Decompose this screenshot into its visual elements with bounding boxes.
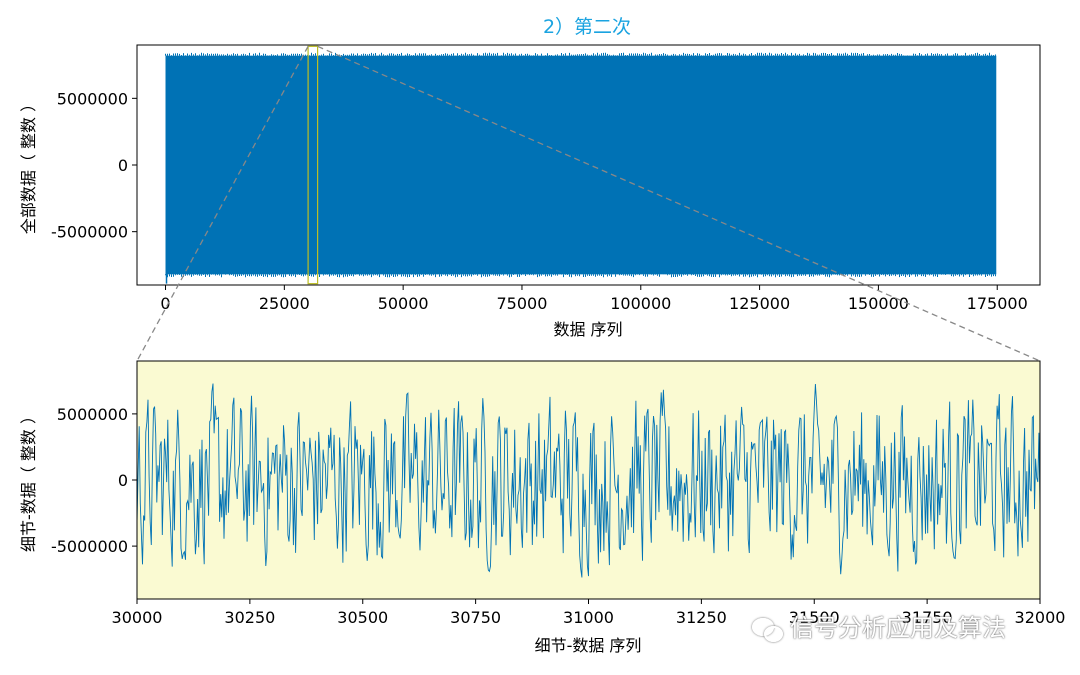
bottom-x-tick-label: 30250	[224, 608, 275, 627]
wechat-icon	[752, 616, 786, 642]
bottom-axes: 30000 30250 30500 30750 31000 31250 31500 31750…	[19, 360, 1066, 655]
top-x-tick-label: 75000	[497, 294, 548, 313]
bottom-x-tick-label: 30500	[337, 608, 388, 627]
figure-title: 2）第二次	[543, 16, 631, 38]
top-x-tick-label: 175000	[967, 294, 1028, 313]
top-x-axis-label: 数据 序列	[553, 320, 622, 339]
top-y-tick-label: -5000000	[51, 223, 128, 242]
top-x-tick-label: 100000	[610, 294, 671, 313]
zoom-highlight-box	[307, 45, 319, 285]
top-axes: 0 25000 50000 75000 100000 125000 150000 175000…	[19, 44, 1041, 339]
top-x-ticks: 0 25000 50000 75000 100000 125000 150000 175000	[160, 285, 1028, 313]
top-series-band	[165, 55, 997, 275]
bottom-y-tick-label: 0	[118, 471, 128, 490]
top-x-tick-label: 150000	[848, 294, 909, 313]
top-x-tick-label: 0	[160, 294, 170, 313]
top-y-axis-label: 全部数据（ 整数 ）	[19, 96, 38, 234]
bottom-x-tick-label: 32000	[1015, 608, 1066, 627]
bottom-x-tick-label: 31500	[789, 608, 840, 627]
bottom-series-line	[136, 383, 1041, 578]
top-y-tick-label: 0	[118, 156, 128, 175]
bottom-y-tick-label: 5000000	[57, 405, 128, 424]
top-y-ticks: -5000000 0 5000000	[51, 89, 137, 242]
bottom-y-axis-label: 细节-数据（ 整数 ）	[19, 408, 38, 552]
watermark-text: 信号分析应用及算法	[790, 614, 1006, 642]
top-y-tick-label: 5000000	[57, 89, 128, 108]
top-x-tick-label: 125000	[729, 294, 790, 313]
zoom-connector-right	[317, 45, 1041, 362]
watermark: 信号分析应用及算法	[752, 608, 1006, 643]
bottom-series-path	[136, 383, 1041, 578]
bottom-y-ticks: -5000000 0 5000000	[51, 405, 137, 556]
bottom-x-ticks: 30000 30250 30500 30750 31000 31250 31500 31750…	[112, 599, 1066, 627]
bottom-x-tick-label: 31000	[563, 608, 614, 627]
bottom-y-tick-label: -5000000	[51, 537, 128, 556]
top-x-tick-label: 50000	[378, 294, 429, 313]
bottom-x-tick-label: 30750	[450, 608, 501, 627]
top-series-edge	[165, 52, 996, 278]
top-series-line	[165, 52, 997, 284]
bottom-x-tick-label: 30000	[112, 608, 163, 627]
bottom-x-tick-label: 31750	[902, 608, 953, 627]
bottom-x-axis-label: 细节-数据 序列	[535, 636, 642, 655]
bottom-x-tick-label: 31250	[676, 608, 727, 627]
top-x-tick-label: 25000	[259, 294, 310, 313]
